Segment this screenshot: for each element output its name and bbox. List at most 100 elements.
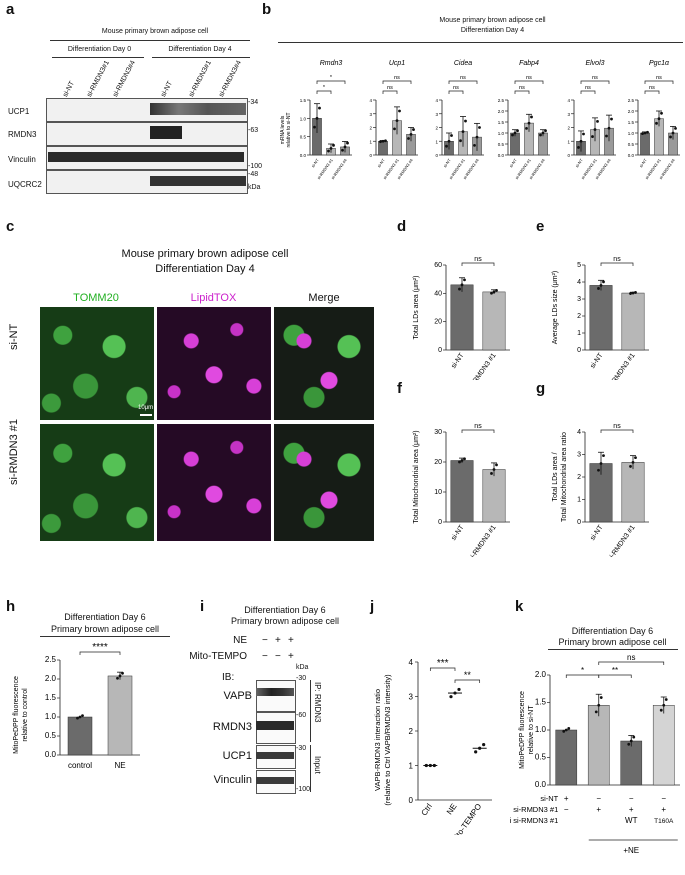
bar [482,291,506,351]
data-point [464,119,467,123]
y-axis-label: Total LDs area / [552,452,559,501]
panel-i-ne-label: NE [233,635,247,646]
panel-label-i: i [200,598,205,615]
x-tick-label: si-NT [508,157,518,168]
panel-i-marker-30b: -30 [296,745,307,752]
data-point [530,115,533,119]
panel-i-side-input: Input [313,756,322,774]
significance-label: ns [613,423,621,430]
y-tick-label: 40 [434,290,442,297]
y-tick-label: 0 [577,519,581,526]
band-a-rmdn3 [150,126,182,139]
blot-i-vapb [256,680,296,712]
y-tick-label: 30 [434,429,442,436]
y-tick-label: 0.5 [300,135,307,140]
bar [67,716,93,756]
panel-a-marker-48: -48 [248,171,259,178]
data-point [450,134,453,137]
panel-a-row-rmdn3: RMDN3 [8,130,37,139]
data-point [473,143,476,147]
data-point [597,468,600,472]
y-tick-label: 1 [577,497,581,504]
y-tick-label: 1.5 [535,698,547,707]
panel-a-row-vinculin: Vinculin [8,155,36,164]
data-point [432,763,436,768]
y-tick-label: 1 [435,139,438,144]
y-tick-label: 2 [577,313,581,320]
panel-c-row1-label: si-NT [8,323,20,350]
y-tick-label: 3 [435,112,438,117]
significance-label: ns [387,85,393,91]
data-point [669,135,672,139]
panel-label-e: e [536,218,545,235]
significance-bracket [600,429,634,433]
panel-h-title2: Primary brown adipose cell [50,624,160,634]
panel-b-chart: mRNA levels relative to si-NT Rmdn3 0.0 0.5 1… [280,60,680,180]
y-tick-label: 1.0 [535,725,547,734]
panel-i-row-rmdn3: RMDN3 [212,721,252,733]
band-a-vinculin [48,152,244,162]
bar [555,729,578,786]
data-point [492,468,496,471]
y-tick-label: 4 [567,98,570,103]
y-tick-label: 3 [567,112,570,117]
band-i-vinculin [256,777,294,784]
y-tick-label: 0.0 [535,780,547,789]
treatment-value: − [564,805,569,814]
data-point [593,128,597,131]
panel-c-title1: Mouse primary brown adipose cell [121,248,289,260]
band-a-uqcrc2 [150,176,246,186]
data-point [597,287,600,290]
y-tick-label: 2 [409,727,414,736]
significance-label: ** [464,670,472,680]
panel-a-lane-label: si-NT [62,80,77,99]
significance-bracket [461,429,495,433]
panel-c-row2-label: si-RMDN3 #1 [8,418,20,485]
y-tick-label: 2.5 [628,98,635,103]
y-tick-label: 2.5 [45,655,57,664]
y-tick-label: 3 [577,296,581,303]
panel-a-title-line [50,40,250,41]
panel-i-input-bracket [310,745,311,792]
panel-label-j: j [370,598,375,615]
y-tick-label: 0.5 [45,731,57,740]
data-point [657,117,661,121]
treatment-value: − [661,794,666,803]
treatment-sign: − [262,651,268,662]
significance-bracket [316,80,346,84]
data-point [629,739,633,743]
data-point [539,133,542,137]
data-point [478,746,482,750]
data-point [313,125,316,129]
y-tick-label: 2 [577,474,581,481]
image-si-rmdn3-lipidtox [157,424,271,541]
bar [589,285,613,351]
data-point [599,696,603,699]
panel-i-marker-60: -60 [296,712,307,719]
footer-label: +NE [623,846,639,855]
panel-a-group2-label: Differentiation Day 4 [168,46,232,53]
data-point [379,140,382,144]
panel-a-row-uqcrc2: UQCRC2 [8,180,42,189]
gene-name: Rmdn3 [320,60,343,67]
treatment-value: − [596,794,601,803]
data-point [605,134,608,138]
y-tick-label: 1.5 [300,98,307,103]
y-tick-label: 1 [369,139,372,144]
data-point [544,129,547,133]
treatment-row-label: si-RMDN3 #1 [513,805,558,814]
data-point [527,121,531,125]
treatment-sign: − [275,651,281,662]
panel-i-row-ucp1: UCP1 [222,750,252,762]
y-tick-label: 0.5 [628,142,635,147]
significance-label: ns [474,256,482,263]
panel-i-marker-100: -100 [296,786,311,793]
significance-label: ns [627,653,635,662]
significance-bracket [429,667,456,671]
data-point [664,698,668,701]
panel-c-col1: TOMM20 [73,292,119,304]
data-point [393,127,396,131]
data-point [478,126,481,129]
panel-h-chart: 0.0 0.5 1.0 1.5 2.0 2.5 control NE **** MitoPeDPP… [13,642,140,770]
